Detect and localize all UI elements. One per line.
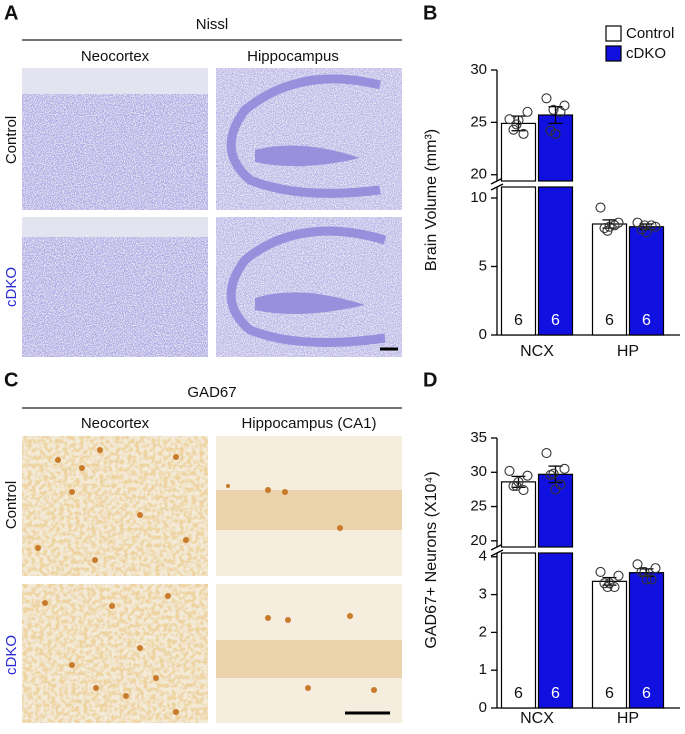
column-label: Neocortex bbox=[81, 415, 150, 432]
data-point bbox=[504, 465, 515, 476]
data-point bbox=[646, 220, 657, 231]
data-point bbox=[541, 448, 552, 459]
bar bbox=[591, 223, 628, 336]
bar bbox=[500, 122, 537, 182]
n-label: 6 bbox=[551, 685, 560, 702]
y-tick-label: 30 bbox=[470, 463, 487, 480]
x-tick-label: HP bbox=[617, 343, 639, 360]
data-point bbox=[548, 468, 559, 479]
y-tick-label: 20 bbox=[470, 166, 487, 183]
y-tick-label: 0 bbox=[479, 326, 487, 343]
axis-break bbox=[490, 549, 504, 557]
data-point bbox=[602, 581, 613, 593]
column-label: Hippocampus bbox=[247, 48, 339, 65]
data-point bbox=[641, 227, 652, 238]
y-tick-label: 1 bbox=[479, 661, 487, 678]
y-axis-label: GAD67+ Neurons (X10⁴) bbox=[423, 471, 440, 648]
bar bbox=[500, 481, 537, 548]
panel-letter: A bbox=[4, 2, 18, 24]
n-label: 6 bbox=[514, 312, 523, 329]
panel-title: GAD67 bbox=[187, 384, 236, 401]
micrograph bbox=[22, 68, 402, 357]
data-point bbox=[508, 124, 519, 135]
micrograph bbox=[22, 436, 402, 723]
data-point bbox=[613, 570, 624, 581]
bar bbox=[628, 226, 665, 336]
y-tick-label: 5 bbox=[479, 257, 487, 274]
y-tick-label: 4 bbox=[479, 548, 487, 565]
column-label: Hippocampus (CA1) bbox=[241, 415, 376, 432]
panel-letter: D bbox=[423, 369, 437, 391]
data-point bbox=[541, 93, 552, 104]
bar bbox=[500, 186, 537, 336]
legend-label: cDKO bbox=[626, 45, 666, 62]
data-point bbox=[511, 480, 522, 492]
x-tick-label: NCX bbox=[520, 710, 554, 727]
x-tick-label: HP bbox=[617, 710, 639, 727]
x-tick-label: NCX bbox=[520, 343, 554, 360]
axis-break bbox=[490, 183, 504, 191]
y-axis-label: Brain Volume (mm³) bbox=[423, 129, 440, 271]
row-label: cDKO bbox=[3, 267, 20, 307]
y-tick-label: 35 bbox=[470, 429, 487, 446]
data-point bbox=[602, 225, 613, 236]
y-tick-label: 20 bbox=[470, 532, 487, 549]
data-point bbox=[511, 119, 522, 130]
data-point bbox=[595, 202, 606, 213]
data-point bbox=[550, 484, 561, 495]
data-point bbox=[522, 470, 533, 481]
panel-c: C GAD67 Neocortex Hippocampus (CA1) Cont… bbox=[3, 369, 402, 723]
n-label: 6 bbox=[642, 685, 651, 702]
row-label: cDKO bbox=[3, 635, 20, 675]
y-tick-label: 10 bbox=[470, 189, 487, 206]
data-point bbox=[641, 574, 652, 585]
data-point bbox=[599, 223, 610, 234]
data-point bbox=[545, 125, 556, 136]
panel-letter: B bbox=[423, 2, 437, 24]
data-point bbox=[646, 574, 657, 585]
panel-letter: C bbox=[4, 369, 18, 391]
bar bbox=[537, 114, 574, 182]
data-point bbox=[555, 106, 566, 117]
n-label: 6 bbox=[642, 312, 651, 329]
data-point bbox=[636, 566, 647, 577]
column-label: Neocortex bbox=[81, 48, 150, 65]
bar bbox=[537, 552, 574, 709]
bar bbox=[628, 572, 665, 709]
bar bbox=[537, 186, 574, 336]
data-point bbox=[522, 106, 533, 117]
data-point bbox=[609, 581, 620, 593]
data-point bbox=[609, 220, 620, 231]
y-tick-label: 3 bbox=[479, 586, 487, 603]
n-label: 6 bbox=[605, 312, 614, 329]
n-label: 6 bbox=[605, 685, 614, 702]
data-point bbox=[650, 221, 661, 232]
bar bbox=[537, 473, 574, 548]
data-point bbox=[559, 463, 570, 474]
y-tick-label: 30 bbox=[470, 61, 487, 78]
row-label: Control bbox=[3, 116, 20, 164]
n-label: 6 bbox=[514, 685, 523, 702]
data-point bbox=[639, 566, 650, 577]
n-label: 6 bbox=[551, 312, 560, 329]
data-point bbox=[548, 104, 559, 115]
legend-swatch bbox=[605, 45, 622, 62]
y-tick-label: 0 bbox=[479, 699, 487, 716]
y-tick-label: 25 bbox=[470, 498, 487, 515]
legend-swatch bbox=[605, 25, 622, 42]
legend-label: Control bbox=[626, 25, 674, 42]
y-tick-label: 25 bbox=[470, 113, 487, 130]
panel-title: Nissl bbox=[196, 16, 229, 33]
data-point bbox=[650, 563, 661, 574]
y-tick-label: 2 bbox=[479, 623, 487, 640]
data-point bbox=[559, 100, 570, 111]
data-point bbox=[550, 128, 561, 139]
data-point bbox=[639, 220, 650, 231]
data-point bbox=[595, 566, 606, 577]
data-point bbox=[518, 128, 529, 139]
bar bbox=[500, 552, 537, 709]
row-label: Control bbox=[3, 481, 20, 529]
panel-a: A Nissl Neocortex Hippocampus Control cD… bbox=[3, 2, 402, 357]
